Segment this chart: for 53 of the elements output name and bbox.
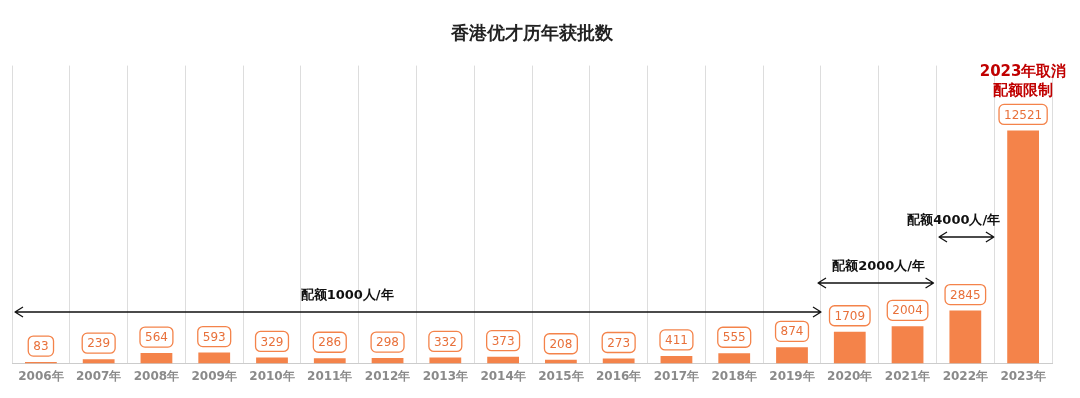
x-tick-label: 2018年 — [711, 368, 757, 383]
x-tick-label: 2020年 — [827, 368, 873, 383]
x-tick-label: 2013年 — [422, 368, 469, 383]
bar — [776, 347, 808, 364]
bar — [82, 359, 115, 364]
data-label: 298 — [376, 335, 400, 350]
x-tick-label: 2011年 — [307, 368, 353, 383]
bar — [429, 357, 462, 364]
x-tick-label: 2006年 — [18, 368, 64, 383]
data-label: 239 — [87, 336, 111, 351]
x-tick-label: 2012年 — [364, 368, 411, 383]
chart-title: 香港优才历年获批数 — [450, 22, 614, 44]
data-label: 555 — [722, 330, 746, 345]
bar — [718, 353, 751, 364]
annotation: 配额1000人/年 — [300, 286, 394, 304]
bar — [198, 352, 231, 364]
bar — [256, 357, 288, 364]
data-label: 373 — [491, 333, 515, 348]
x-tick-label: 2015年 — [538, 368, 584, 383]
annotation: 配额4000人/年 — [907, 211, 1001, 229]
data-label: 593 — [202, 329, 226, 344]
bar — [140, 353, 173, 364]
data-label: 411 — [664, 333, 688, 348]
x-tick-label: 2008年 — [133, 368, 180, 383]
x-tick-label: 2019年 — [769, 368, 815, 383]
x-tick-label: 2007年 — [75, 368, 122, 383]
data-label: 332 — [433, 334, 457, 349]
data-label: 2845 — [950, 287, 981, 302]
bar — [833, 331, 866, 364]
x-tick-label: 2016年 — [595, 368, 642, 383]
data-label: 874 — [780, 324, 804, 339]
x-tick-label: 2022年 — [942, 368, 989, 383]
bar — [949, 310, 982, 364]
x-tick-label: 2021年 — [884, 368, 931, 383]
x-tick-label: 2010年 — [249, 368, 295, 383]
data-label: 286 — [318, 335, 342, 350]
data-label: 329 — [260, 334, 284, 349]
annotation: 2023年取消配额限制 — [979, 61, 1067, 99]
data-label: 273 — [607, 335, 631, 350]
data-label: 83 — [33, 339, 49, 354]
x-tick-label: 2023年 — [1000, 368, 1046, 383]
data-label: 12521 — [1004, 107, 1043, 122]
data-label: 1709 — [834, 308, 866, 323]
x-tick-label: 2014年 — [480, 368, 526, 383]
x-tick-label: 2009年 — [191, 368, 237, 383]
bar — [1007, 130, 1039, 364]
annotation: 配额2000人/年 — [832, 257, 926, 275]
data-label: 564 — [144, 330, 168, 345]
data-label: 2004 — [892, 303, 923, 318]
bar — [891, 326, 924, 364]
bar — [313, 358, 346, 364]
data-label: 208 — [549, 336, 573, 351]
x-tick-label: 2017年 — [653, 368, 700, 383]
